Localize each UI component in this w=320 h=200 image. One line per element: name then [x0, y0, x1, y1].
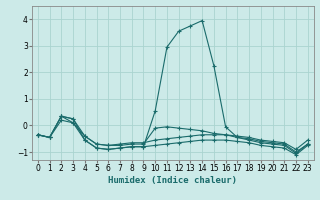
X-axis label: Humidex (Indice chaleur): Humidex (Indice chaleur) [108, 176, 237, 185]
